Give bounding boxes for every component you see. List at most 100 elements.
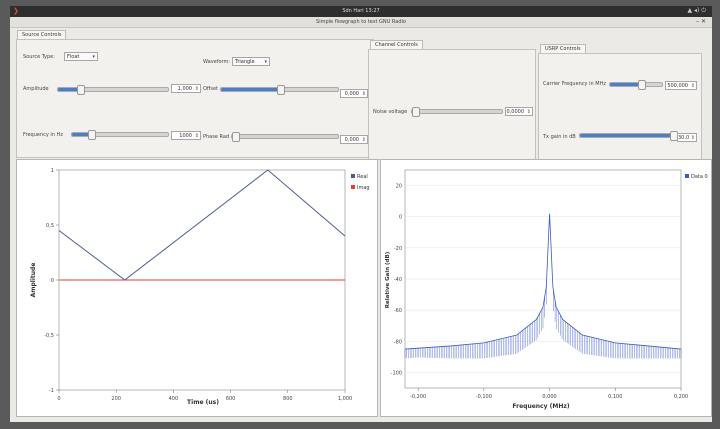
noise-voltage-label: Noise voltage (373, 109, 408, 115)
spin-arrows-icon[interactable]: ⇕ (690, 135, 695, 141)
spin-arrows-icon[interactable]: ⇕ (526, 109, 531, 115)
x-tick-label: -0,200 (410, 394, 426, 400)
noise-voltage-spinbox[interactable]: 0,0000 ⇕ (505, 107, 533, 116)
slider-handle[interactable] (276, 85, 285, 95)
spin-arrows-icon[interactable]: ⇕ (361, 137, 366, 143)
legend-label: Data 0 (691, 174, 708, 180)
spin-arrows-icon[interactable]: ⇕ (361, 91, 366, 97)
phase-value: 0,000 (344, 137, 359, 143)
x-tick-label: 1,000 (338, 396, 352, 402)
y-tick-label: -40 (394, 277, 402, 283)
source-type-label: Source Type: (23, 54, 55, 60)
slider-fill (610, 83, 642, 86)
time-domain-plot[interactable]: 0 200 400 600 800 1,000 1 0,5 0 -0,5 -1 Real Imag T… (17, 160, 377, 416)
spin-arrows-icon[interactable]: ⇕ (690, 83, 695, 89)
y-tick-label: 1 (51, 168, 54, 174)
slider-handle[interactable] (638, 80, 647, 90)
y-tick-label: 0 (51, 278, 54, 284)
x-tick-label: 0,100 (608, 394, 622, 400)
slider-handle[interactable] (412, 107, 420, 117)
slider-fill (580, 134, 676, 137)
x-tick-label: -0,100 (476, 394, 492, 400)
phase-label: Phase Rad (203, 134, 230, 140)
series-line-real (58, 169, 346, 281)
waveform-value: Triangle (235, 59, 255, 65)
y-tick-label: -20 (394, 246, 402, 252)
slider-fill (221, 88, 280, 91)
x-axis-label: Frequency (MHz) (512, 403, 569, 410)
carrier-frequency-spinbox[interactable]: 500,000 ⇕ (665, 81, 697, 90)
source-controls-panel: Source Type: Float ▾ Waveform: Triangle … (16, 39, 374, 158)
desktop-screen: ❯ Sdn Hari 13:27 ▲ ◂) ⏻ Simple flowgraph… (10, 6, 712, 422)
window-titlebar: Simple flowgraph to test GNU Radio – ✕ (10, 17, 712, 28)
tx-gain-spinbox[interactable]: 30,0 ⇕ (677, 133, 697, 142)
slider-handle[interactable] (77, 85, 85, 95)
legend-label: Real (357, 174, 368, 180)
y-tick-label: 0 (399, 215, 402, 221)
legend-swatch (351, 185, 355, 189)
window-controls-icon[interactable]: – ✕ (696, 18, 706, 25)
y-tick-label: -80 (394, 339, 402, 345)
noise-voltage-slider[interactable] (411, 107, 503, 117)
slider-fill (58, 88, 80, 91)
offset-label: Offset (203, 86, 219, 92)
frequency-domain-plot[interactable]: -0,200 -0,100 0,000 0,100 0,200 20 0 -20 -40 -60 -… (381, 160, 711, 416)
y-tick-label: -1 (49, 388, 54, 394)
tab-usrp-controls[interactable]: USRP Controls (540, 44, 586, 54)
system-top-bar: ❯ Sdn Hari 13:27 ▲ ◂) ⏻ (10, 6, 712, 17)
frequency-value: 1000 (179, 133, 192, 139)
offset-spinbox[interactable]: 0,000 ⇕ (340, 89, 368, 98)
slider-handle[interactable] (232, 132, 240, 142)
tab-source-controls[interactable]: Source Controls (17, 30, 67, 40)
legend-label: Imag (357, 185, 370, 191)
phase-slider[interactable] (231, 132, 339, 142)
usrp-controls-panel: Carrier Frequency in MHz 500,000 ⇕ Tx ga… (538, 53, 702, 161)
frequency-slider[interactable] (71, 130, 169, 140)
system-tray-icons[interactable]: ▲ ◂) ⏻ (687, 7, 706, 14)
carrier-frequency-value: 500,000 (667, 83, 688, 89)
x-tick-label: 0,200 (674, 394, 688, 400)
y-tick-label: 0,5 (46, 223, 54, 229)
slider-fill (72, 133, 92, 136)
frequency-domain-plot-panel[interactable]: -0,200 -0,100 0,000 0,100 0,200 20 0 -20 -40 -60 -… (380, 159, 712, 417)
source-type-value: Float (67, 54, 80, 60)
spin-arrows-icon[interactable]: ⇕ (194, 86, 199, 92)
waveform-select[interactable]: Triangle ▾ (232, 57, 270, 66)
spectrum-ripple (404, 283, 682, 359)
waveform-label: Waveform: (203, 59, 231, 65)
frequency-spinbox[interactable]: 1000 ⇕ (171, 131, 201, 140)
x-tick-label: 800 (283, 396, 293, 402)
y-tick-label: -0,5 (44, 333, 54, 339)
carrier-frequency-label: Carrier Frequency in MHz (543, 81, 606, 87)
x-tick-label: 200 (111, 396, 121, 402)
x-tick-label: 0,000 (542, 394, 556, 400)
source-type-select[interactable]: Float ▾ (64, 52, 98, 61)
system-clock: Sdn Hari 13:27 (342, 8, 380, 14)
tab-channel-controls[interactable]: Channel Controls (370, 40, 423, 50)
app-launcher-icon[interactable]: ❯ (13, 7, 19, 15)
y-tick-label: -100 (391, 370, 402, 376)
amplitude-spinbox[interactable]: 1,000 ⇕ (171, 84, 201, 93)
offset-slider[interactable] (220, 85, 339, 95)
y-tick-label: -60 (394, 308, 402, 314)
window-title: Simple flowgraph to test GNU Radio (316, 19, 406, 25)
frequency-label: Frequency in Hz (23, 132, 63, 138)
legend-swatch (685, 174, 689, 178)
y-axis-label: Relative Gain (dB) (385, 251, 391, 308)
legend-swatch (351, 174, 355, 178)
time-domain-plot-panel[interactable]: 0 200 400 600 800 1,000 1 0,5 0 -0,5 -1 Real Imag T… (16, 159, 378, 417)
amplitude-slider[interactable] (57, 85, 169, 95)
chevron-down-icon: ▾ (264, 59, 267, 65)
slider-handle[interactable] (88, 130, 97, 140)
amplitude-value: 1,000 (177, 86, 192, 92)
tx-gain-label: Tx gain in dB (543, 134, 576, 140)
tx-gain-slider[interactable] (579, 131, 678, 141)
channel-controls-panel: Noise voltage 0,0000 ⇕ (368, 49, 536, 160)
x-tick-label: 600 (226, 396, 236, 402)
amplitude-label: Amplitude (23, 86, 49, 92)
offset-value: 0,000 (344, 91, 359, 97)
x-axis-label: Time (us) (187, 399, 219, 406)
carrier-frequency-slider[interactable] (609, 80, 663, 90)
phase-spinbox[interactable]: 0,000 ⇕ (340, 135, 368, 144)
spin-arrows-icon[interactable]: ⇕ (194, 133, 199, 139)
